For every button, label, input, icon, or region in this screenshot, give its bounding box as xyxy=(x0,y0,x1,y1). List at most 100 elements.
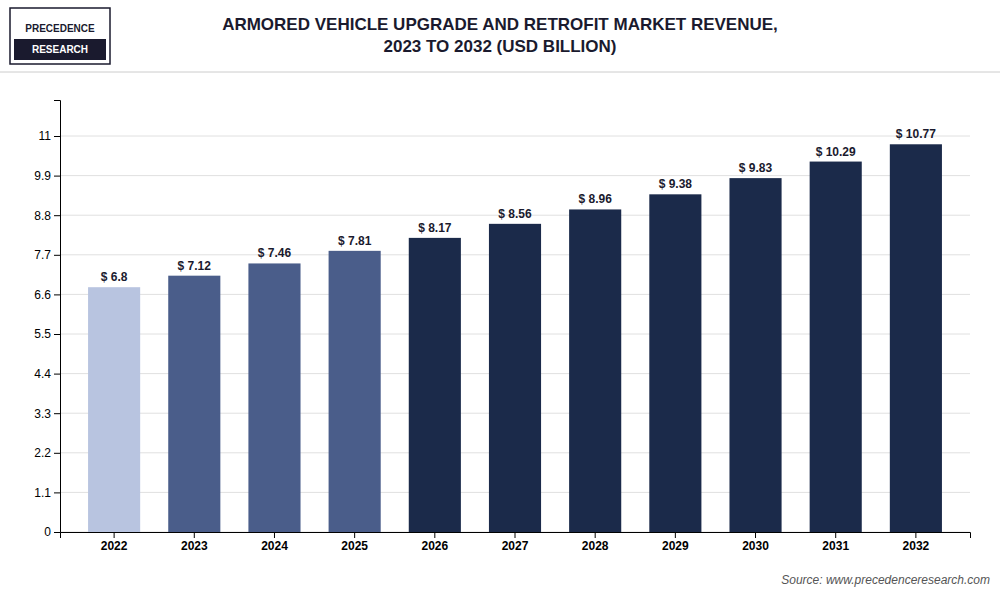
tick-mark xyxy=(515,532,516,538)
data-labels: $ 6.8$ 7.12$ 7.46$ 7.81$ 8.17$ 8.56$ 8.9… xyxy=(101,127,936,284)
bar xyxy=(88,287,140,532)
x-axis: 2022 2023 2024 2025 2026 2027 2028 2029 2030 2031… xyxy=(61,532,971,553)
tick-mark xyxy=(915,532,916,538)
bar xyxy=(409,238,461,532)
tick: 2027 xyxy=(502,532,529,553)
chart-svg: ARMORED VEHICLE UPGRADE AND RETROFIT MAR… xyxy=(0,0,1000,592)
plot: 01.12.23.34.45.56.67.78.89.9112022202320… xyxy=(34,101,970,553)
tick: 2028 xyxy=(582,532,609,553)
tick-mark xyxy=(54,334,60,335)
logo-band xyxy=(14,39,106,60)
data-label: $ 9.38 xyxy=(659,177,693,191)
tick-mark xyxy=(194,532,195,538)
source-text: Source: www.precedenceresearch.com xyxy=(781,573,990,587)
bar xyxy=(329,251,381,532)
title-line: 2023 TO 2032 (USD BILLION) xyxy=(383,37,616,56)
axis-domain xyxy=(61,533,971,539)
tick-label: 7.7 xyxy=(34,248,51,262)
tick-label: 2032 xyxy=(903,539,930,553)
bar xyxy=(489,224,541,532)
chart-container: ARMORED VEHICLE UPGRADE AND RETROFIT MAR… xyxy=(0,0,1000,592)
tick-mark xyxy=(54,215,60,216)
tick: 2022 xyxy=(101,532,128,553)
tick-label: 2027 xyxy=(502,539,529,553)
bar xyxy=(729,178,781,532)
logo: PRECEDENCE RESEARCH xyxy=(10,8,110,64)
tick-label: 11 xyxy=(39,129,52,143)
bar xyxy=(248,263,300,532)
tick: 4.4 xyxy=(34,367,60,381)
tick: 2025 xyxy=(341,532,368,553)
gridline xyxy=(60,136,970,137)
tick-mark xyxy=(274,532,275,538)
data-label: $ 8.17 xyxy=(418,221,452,235)
tick-label: 2.2 xyxy=(34,446,51,460)
data-label: $ 7.46 xyxy=(258,246,292,260)
tick-mark xyxy=(54,136,60,137)
tick: 0 xyxy=(44,525,60,539)
tick-mark xyxy=(755,532,756,538)
tick-mark xyxy=(54,532,60,533)
tick-mark xyxy=(434,532,435,538)
tick-label: 8.8 xyxy=(34,209,51,223)
tick-label: 2022 xyxy=(101,539,128,553)
bars xyxy=(88,144,942,532)
data-label: $ 10.29 xyxy=(816,145,856,159)
tick-mark xyxy=(114,532,115,538)
tick-label: 2029 xyxy=(662,539,689,553)
logo-border xyxy=(10,8,110,64)
tick-label: 2030 xyxy=(742,539,769,553)
title-separator xyxy=(0,72,1000,73)
tick: 1.1 xyxy=(34,486,60,500)
tick-label: 4.4 xyxy=(34,367,51,381)
tick-mark xyxy=(835,532,836,538)
tick-mark xyxy=(54,492,60,493)
tick-mark xyxy=(354,532,355,538)
grid xyxy=(60,136,970,532)
title-line: ARMORED VEHICLE UPGRADE AND RETROFIT MAR… xyxy=(222,15,778,34)
logo-text: PRECEDENCE xyxy=(25,23,95,34)
chart-title: ARMORED VEHICLE UPGRADE AND RETROFIT MAR… xyxy=(222,15,778,56)
tick: 8.8 xyxy=(34,209,60,223)
tick-label: 6.6 xyxy=(34,288,51,302)
tick: 7.7 xyxy=(34,248,60,262)
tick-mark xyxy=(54,294,60,295)
tick: 3.3 xyxy=(34,407,60,421)
tick: 11 xyxy=(39,129,60,143)
data-label: $ 6.8 xyxy=(101,270,128,284)
tick: 2031 xyxy=(822,532,849,553)
tick-mark xyxy=(54,453,60,454)
tick-label: 2024 xyxy=(261,539,288,553)
tick: 2024 xyxy=(261,532,288,553)
tick-label: 0 xyxy=(44,525,51,539)
tick-mark xyxy=(54,374,60,375)
bar xyxy=(810,162,862,532)
logo-text: RESEARCH xyxy=(32,44,88,55)
bar xyxy=(890,144,942,532)
tick: 2030 xyxy=(742,532,769,553)
tick-label: 2031 xyxy=(822,539,849,553)
tick: 2.2 xyxy=(34,446,60,460)
bar xyxy=(649,194,701,532)
axis-domain xyxy=(54,101,61,533)
tick-label: 5.5 xyxy=(34,327,51,341)
tick-mark xyxy=(675,532,676,538)
tick: 2023 xyxy=(181,532,208,553)
tick: 2032 xyxy=(903,532,930,553)
data-label: $ 7.12 xyxy=(178,259,212,273)
tick-label: 3.3 xyxy=(34,407,51,421)
bar xyxy=(569,209,621,532)
tick-mark xyxy=(595,532,596,538)
data-label: $ 8.56 xyxy=(498,207,532,221)
tick-mark xyxy=(54,176,60,177)
tick-label: 2026 xyxy=(421,539,448,553)
tick: 6.6 xyxy=(34,288,60,302)
data-label: $ 8.96 xyxy=(578,192,612,206)
tick: 9.9 xyxy=(34,169,60,183)
tick-label: 1.1 xyxy=(34,486,51,500)
tick-label: 9.9 xyxy=(34,169,51,183)
tick: 2029 xyxy=(662,532,689,553)
data-label: $ 10.77 xyxy=(896,127,936,141)
tick-label: 2025 xyxy=(341,539,368,553)
bar xyxy=(168,276,220,532)
